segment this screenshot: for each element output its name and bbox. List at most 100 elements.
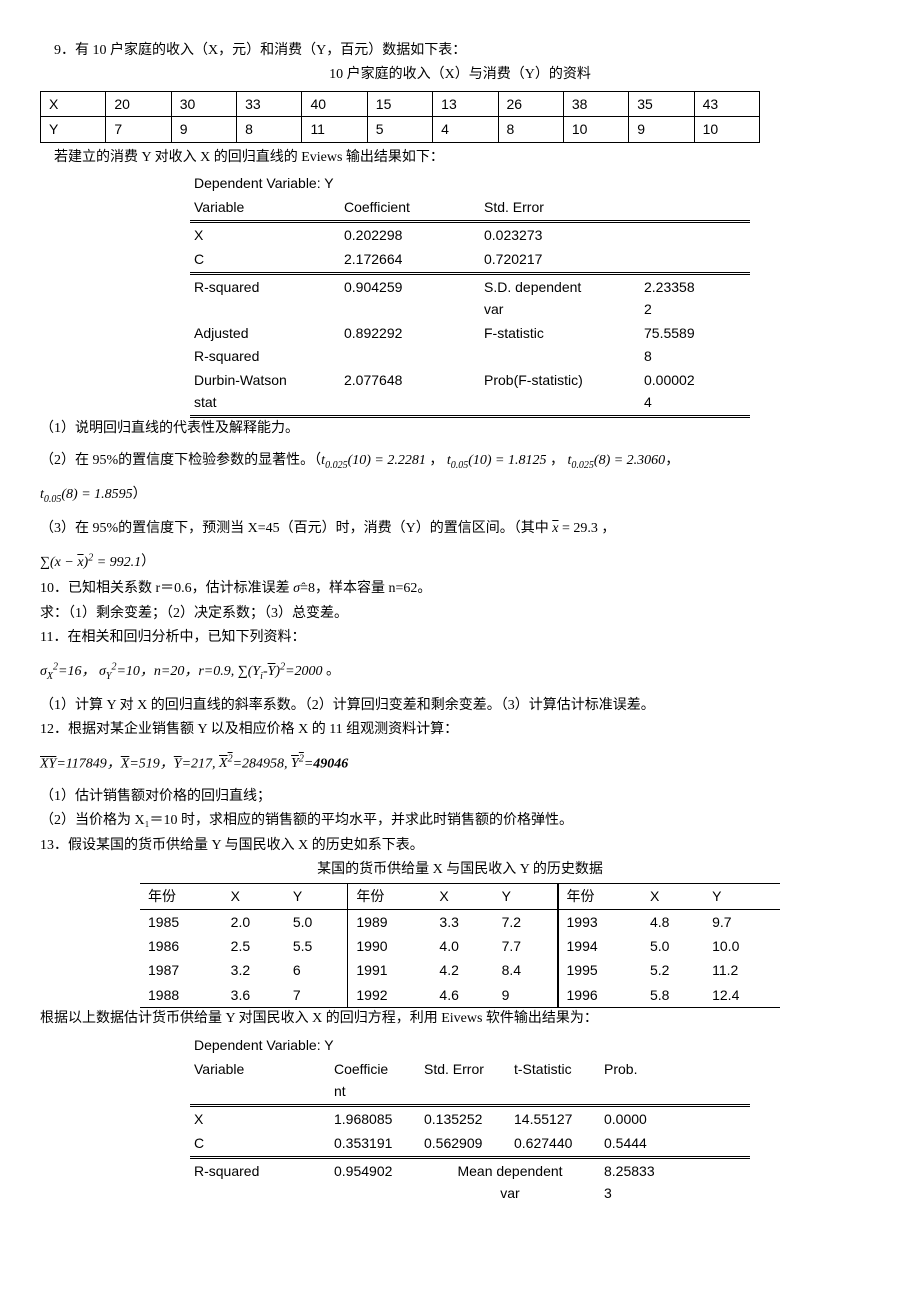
cell: 30 [171, 91, 236, 116]
cell: 0.720217 [480, 247, 640, 273]
cell: 9 [494, 983, 558, 1008]
q9-part2: （2）在 95%的置信度下检验参数的显著性。（t0.025(10) = 2.22… [40, 450, 880, 474]
cell: 35 [629, 91, 694, 116]
q13-intro: 13．假设某国的货币供给量 Y 与国民收入 X 的历史如系下表。 [40, 835, 880, 857]
cell: 1990 [348, 934, 432, 958]
cell: 0.954902 [330, 1157, 420, 1205]
cell: 40 [302, 91, 367, 116]
table-row: 年份 X Y 年份 X Y 年份 X Y [140, 884, 780, 909]
cell: Y [41, 117, 106, 142]
cell: 8.4 [494, 958, 558, 982]
cell: 0.5444 [600, 1131, 750, 1157]
table-row: Y 7 9 8 11 5 4 8 10 9 10 [41, 117, 760, 142]
cell: 2.077648 [340, 368, 480, 416]
cell: C [190, 1131, 330, 1157]
cell: 1994 [558, 934, 642, 958]
cell: 11 [302, 117, 367, 142]
q12-p2: （2）当价格为 X₁＝10 时，求相应的销售额的平均水平，并求此时销售额的价格弹… [40, 810, 880, 832]
cell: 1989 [348, 909, 432, 934]
eviews-dep: Dependent Variable: Y [190, 171, 750, 195]
table-row: 1986 2.5 5.5 1990 4.0 7.7 1994 5.0 10.0 [140, 934, 780, 958]
cell: 5.0 [642, 934, 704, 958]
cell: 0.202298 [340, 221, 480, 247]
cell: 年份 [140, 884, 223, 909]
cell: Coefficient [330, 1057, 420, 1105]
cell: S.D. dependentvar [480, 273, 640, 321]
cell: Y [494, 884, 558, 909]
cell: 4 [433, 117, 498, 142]
cell: 7.2 [494, 909, 558, 934]
q9-table-title: 10 户家庭的收入（X）与消费（Y）的资料 [40, 64, 880, 86]
q9-part2b: t0.05(8) = 1.8595） [40, 484, 880, 508]
table-row: 1985 2.0 5.0 1989 3.3 7.2 1993 4.8 9.7 [140, 909, 780, 934]
table-row: 1987 3.2 6 1991 4.2 8.4 1995 5.2 11.2 [140, 958, 780, 982]
q9-p2-text: （2）在 95%的置信度下检验参数的显著性。（ [40, 453, 321, 468]
cell: 0.000024 [640, 368, 750, 416]
cell: X [190, 221, 340, 247]
cell: 9 [171, 117, 236, 142]
eviews-h-coef: Coefficient [340, 195, 480, 221]
eviews-h-var: Variable [190, 195, 340, 221]
cell: 4.6 [431, 983, 493, 1008]
cell: 7.7 [494, 934, 558, 958]
eviews-h-se: Std. Error [480, 195, 640, 221]
cell: Mean dependentvar [420, 1157, 600, 1205]
cell: 0.023273 [480, 221, 640, 247]
cell: 2.172664 [340, 247, 480, 273]
cell: 8 [498, 117, 563, 142]
cell: 年份 [558, 884, 642, 909]
cell: 0.353191 [330, 1131, 420, 1157]
q9-data-table: X 20 30 33 40 15 13 26 38 35 43 Y 7 9 8 … [40, 91, 760, 143]
q13-after: 根据以上数据估计货币供给量 Y 对国民收入 X 的回归方程，利用 Eivews … [40, 1008, 880, 1030]
cell: R-squared [190, 273, 340, 321]
cell: Durbin-Watsonstat [190, 368, 340, 416]
q9-part3b: ∑(x − x)2 = 992.1） [40, 550, 880, 574]
cell: 0.562909 [420, 1131, 510, 1157]
cell: 43 [694, 91, 759, 116]
cell: 5.2 [642, 958, 704, 982]
cell: 3.3 [431, 909, 493, 934]
cell: C [190, 247, 340, 273]
cell: 4.8 [642, 909, 704, 934]
cell: X [223, 884, 285, 909]
cell: R-squared [190, 1157, 330, 1205]
q9-p3-text: （3）在 95%的置信度下，预测当 X=45（百元）时，消费（Y）的置信区间。（… [40, 521, 549, 536]
cell: 3.2 [223, 958, 285, 982]
q11-formula: σX2=16， σY2=10，n=20，r=0.9, ∑(Yi-Y)2=2000… [40, 659, 880, 684]
q9-data-table-wrap: X 20 30 33 40 15 13 26 38 35 43 Y 7 9 8 … [40, 91, 880, 143]
cell: X [431, 884, 493, 909]
cell: 1985 [140, 909, 223, 934]
cell: 2.0 [223, 909, 285, 934]
q9-part3: （3）在 95%的置信度下，预测当 X=45（百元）时，消费（Y）的置信区间。（… [40, 518, 880, 540]
q13-table-title: 某国的货币供给量 X 与国民收入 Y 的历史数据 [40, 859, 880, 881]
q9-part1: （1）说明回归直线的代表性及解释能力。 [40, 418, 880, 440]
cell: 15 [367, 91, 432, 116]
cell: t-Statistic [510, 1057, 600, 1105]
cell: 26 [498, 91, 563, 116]
cell: 11.2 [704, 958, 780, 982]
cell: 7 [285, 983, 348, 1008]
cell: 1992 [348, 983, 432, 1008]
q10-ask: 求：（1）剩余变差；（2）决定系数；（3）总变差。 [40, 603, 880, 625]
cell: 33 [237, 91, 302, 116]
cell: 8 [237, 117, 302, 142]
cell: 1987 [140, 958, 223, 982]
cell: 0.135252 [420, 1105, 510, 1131]
cell: 38 [563, 91, 628, 116]
cell: 1996 [558, 983, 642, 1008]
cell: 12.4 [704, 983, 780, 1008]
cell: 10.0 [704, 934, 780, 958]
cell: 0.904259 [340, 273, 480, 321]
table-row: 1988 3.6 7 1992 4.6 9 1996 5.8 12.4 [140, 983, 780, 1008]
cell: X [190, 1105, 330, 1131]
q10-intro: 10．已知相关系数 r＝0.6，估计标准误差 σ̂=8，样本容量 n=62。 [40, 578, 880, 600]
q12-intro: 12．根据对某企业销售额 Y 以及相应价格 X 的 11 组观测资料计算： [40, 719, 880, 741]
cell: 1995 [558, 958, 642, 982]
q12-p1: （1）估计销售额对价格的回归直线； [40, 786, 880, 808]
cell: 5.5 [285, 934, 348, 958]
cell: 2.5 [223, 934, 285, 958]
eviews-dep: Dependent Variable: Y [190, 1033, 750, 1057]
cell: 1993 [558, 909, 642, 934]
cell: Y [704, 884, 780, 909]
cell: 9 [629, 117, 694, 142]
